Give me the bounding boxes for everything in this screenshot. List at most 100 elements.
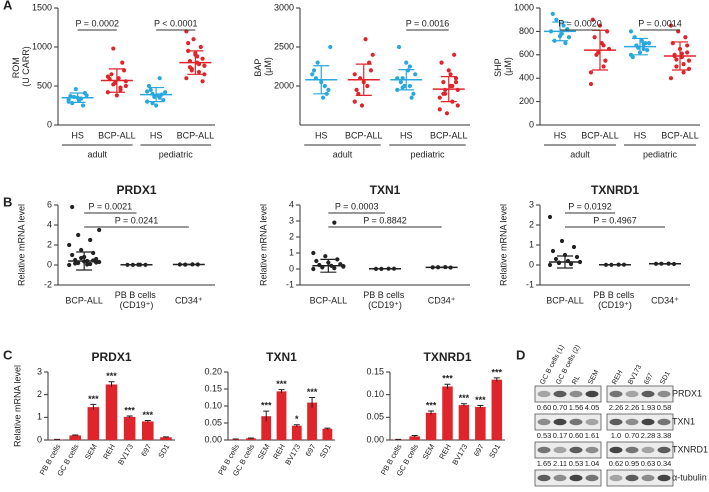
significance: ***: [426, 400, 437, 410]
significance: ***: [475, 395, 486, 405]
data-point: [396, 44, 402, 50]
data-point: [603, 58, 608, 63]
bar: [123, 416, 136, 440]
quant-value: 4.05: [585, 403, 600, 412]
data-point: [79, 247, 84, 253]
data-point: [105, 90, 110, 95]
bar: [246, 438, 256, 440]
row-label: α-tubulin: [672, 472, 707, 482]
data-point: [395, 87, 400, 92]
y-tick-label: 0.00: [204, 434, 222, 444]
comparison-label: P = 0.0003: [335, 201, 379, 211]
data-point: [354, 87, 359, 92]
data-point: [588, 70, 594, 75]
y-tick-label: 0.20: [204, 366, 222, 376]
quant-value: 0.63: [641, 459, 656, 468]
data-point: [85, 262, 90, 267]
data-point: [310, 72, 315, 77]
x-tick-label: BCP-ALL: [581, 130, 619, 140]
bar: [160, 437, 172, 440]
error-bar: [144, 420, 151, 423]
bar: [291, 425, 302, 440]
bar: [475, 406, 486, 440]
error-bar: [108, 381, 115, 388]
row-label: PRDX1: [672, 388, 702, 398]
x-tick-label: BCP-ALL: [65, 295, 103, 305]
blot-band: [553, 418, 567, 426]
quant-value: 0.60: [569, 431, 584, 440]
error-bar: [263, 410, 270, 422]
data-point: [186, 41, 191, 46]
x-tick-label: HS: [400, 130, 413, 140]
significance: ***: [261, 400, 272, 410]
blot-frame: [534, 441, 602, 459]
y-tick-label: 0.00: [366, 434, 384, 444]
data-point: [332, 220, 337, 225]
blot-band: [537, 474, 551, 482]
quant-value: 0.60: [537, 403, 552, 412]
panel-label: D: [516, 347, 525, 362]
data-point: [311, 68, 317, 73]
data-point: [67, 262, 72, 268]
y-axis-label: Relative mRNA level: [498, 204, 508, 286]
error-bar: [355, 63, 372, 96]
bar: [491, 379, 503, 440]
y-tick-label: 2: [529, 219, 534, 229]
y-tick-label: 1000: [514, 2, 534, 12]
error-bar: [69, 92, 86, 103]
data-point: [157, 76, 162, 81]
data-point: [73, 261, 78, 266]
blot-band: [625, 446, 639, 454]
y-axis-label: BAP (μM): [253, 56, 273, 76]
data-point: [328, 44, 333, 50]
lane-label: BV173: [627, 364, 643, 386]
error-bar: [162, 436, 169, 438]
error-bar: [477, 405, 484, 409]
x-tick-label: CD34⁺: [651, 295, 679, 305]
comparison-label: P = 0.0021: [89, 201, 133, 211]
data-point: [148, 87, 153, 92]
data-point: [452, 52, 457, 57]
blot-band: [641, 418, 655, 426]
quant-value: 0.70: [553, 403, 568, 412]
blot-band: [657, 418, 671, 426]
blot-band: [585, 446, 599, 454]
bar: [141, 421, 154, 440]
blot-frame: [606, 441, 674, 459]
quant-value: 0.95: [625, 459, 640, 468]
comparison-label: P = 0.0016: [406, 18, 450, 28]
data-point: [400, 85, 405, 90]
group-label: adult: [570, 149, 590, 159]
data-point: [681, 70, 686, 75]
blot-band: [609, 446, 623, 454]
data-point: [413, 72, 418, 77]
x-tick-label: PB B cells (CD19⁺): [593, 290, 637, 310]
blot-frame: [606, 385, 674, 403]
data-point: [553, 256, 559, 262]
data-point: [668, 76, 674, 81]
y-tick-label: 4: [47, 219, 52, 229]
data-point: [681, 62, 686, 67]
chart-title: TXNRD1: [591, 183, 639, 197]
x-tick-label: CD34⁺: [175, 295, 203, 305]
data-point: [601, 43, 606, 48]
data-point: [352, 72, 357, 77]
data-point: [444, 111, 450, 116]
error-bar: [187, 50, 204, 75]
x-tick-label: REH: [437, 442, 453, 460]
comparison-label: P = 0.0002: [75, 18, 119, 28]
y-tick-label: 2: [289, 231, 294, 241]
data-point: [407, 83, 412, 89]
group-label: adult: [87, 149, 107, 159]
error-bar: [76, 251, 93, 271]
y-axis-label: SHP (μM): [493, 56, 513, 77]
data-point: [79, 255, 84, 261]
x-tick-label: BCP-ALL: [310, 295, 348, 305]
data-point: [409, 95, 414, 100]
quant-value: 1.61: [585, 431, 600, 440]
y-tick-label: 2: [47, 239, 52, 249]
data-point: [590, 17, 595, 22]
data-point: [437, 107, 442, 112]
x-tick-label: HS: [634, 130, 647, 140]
